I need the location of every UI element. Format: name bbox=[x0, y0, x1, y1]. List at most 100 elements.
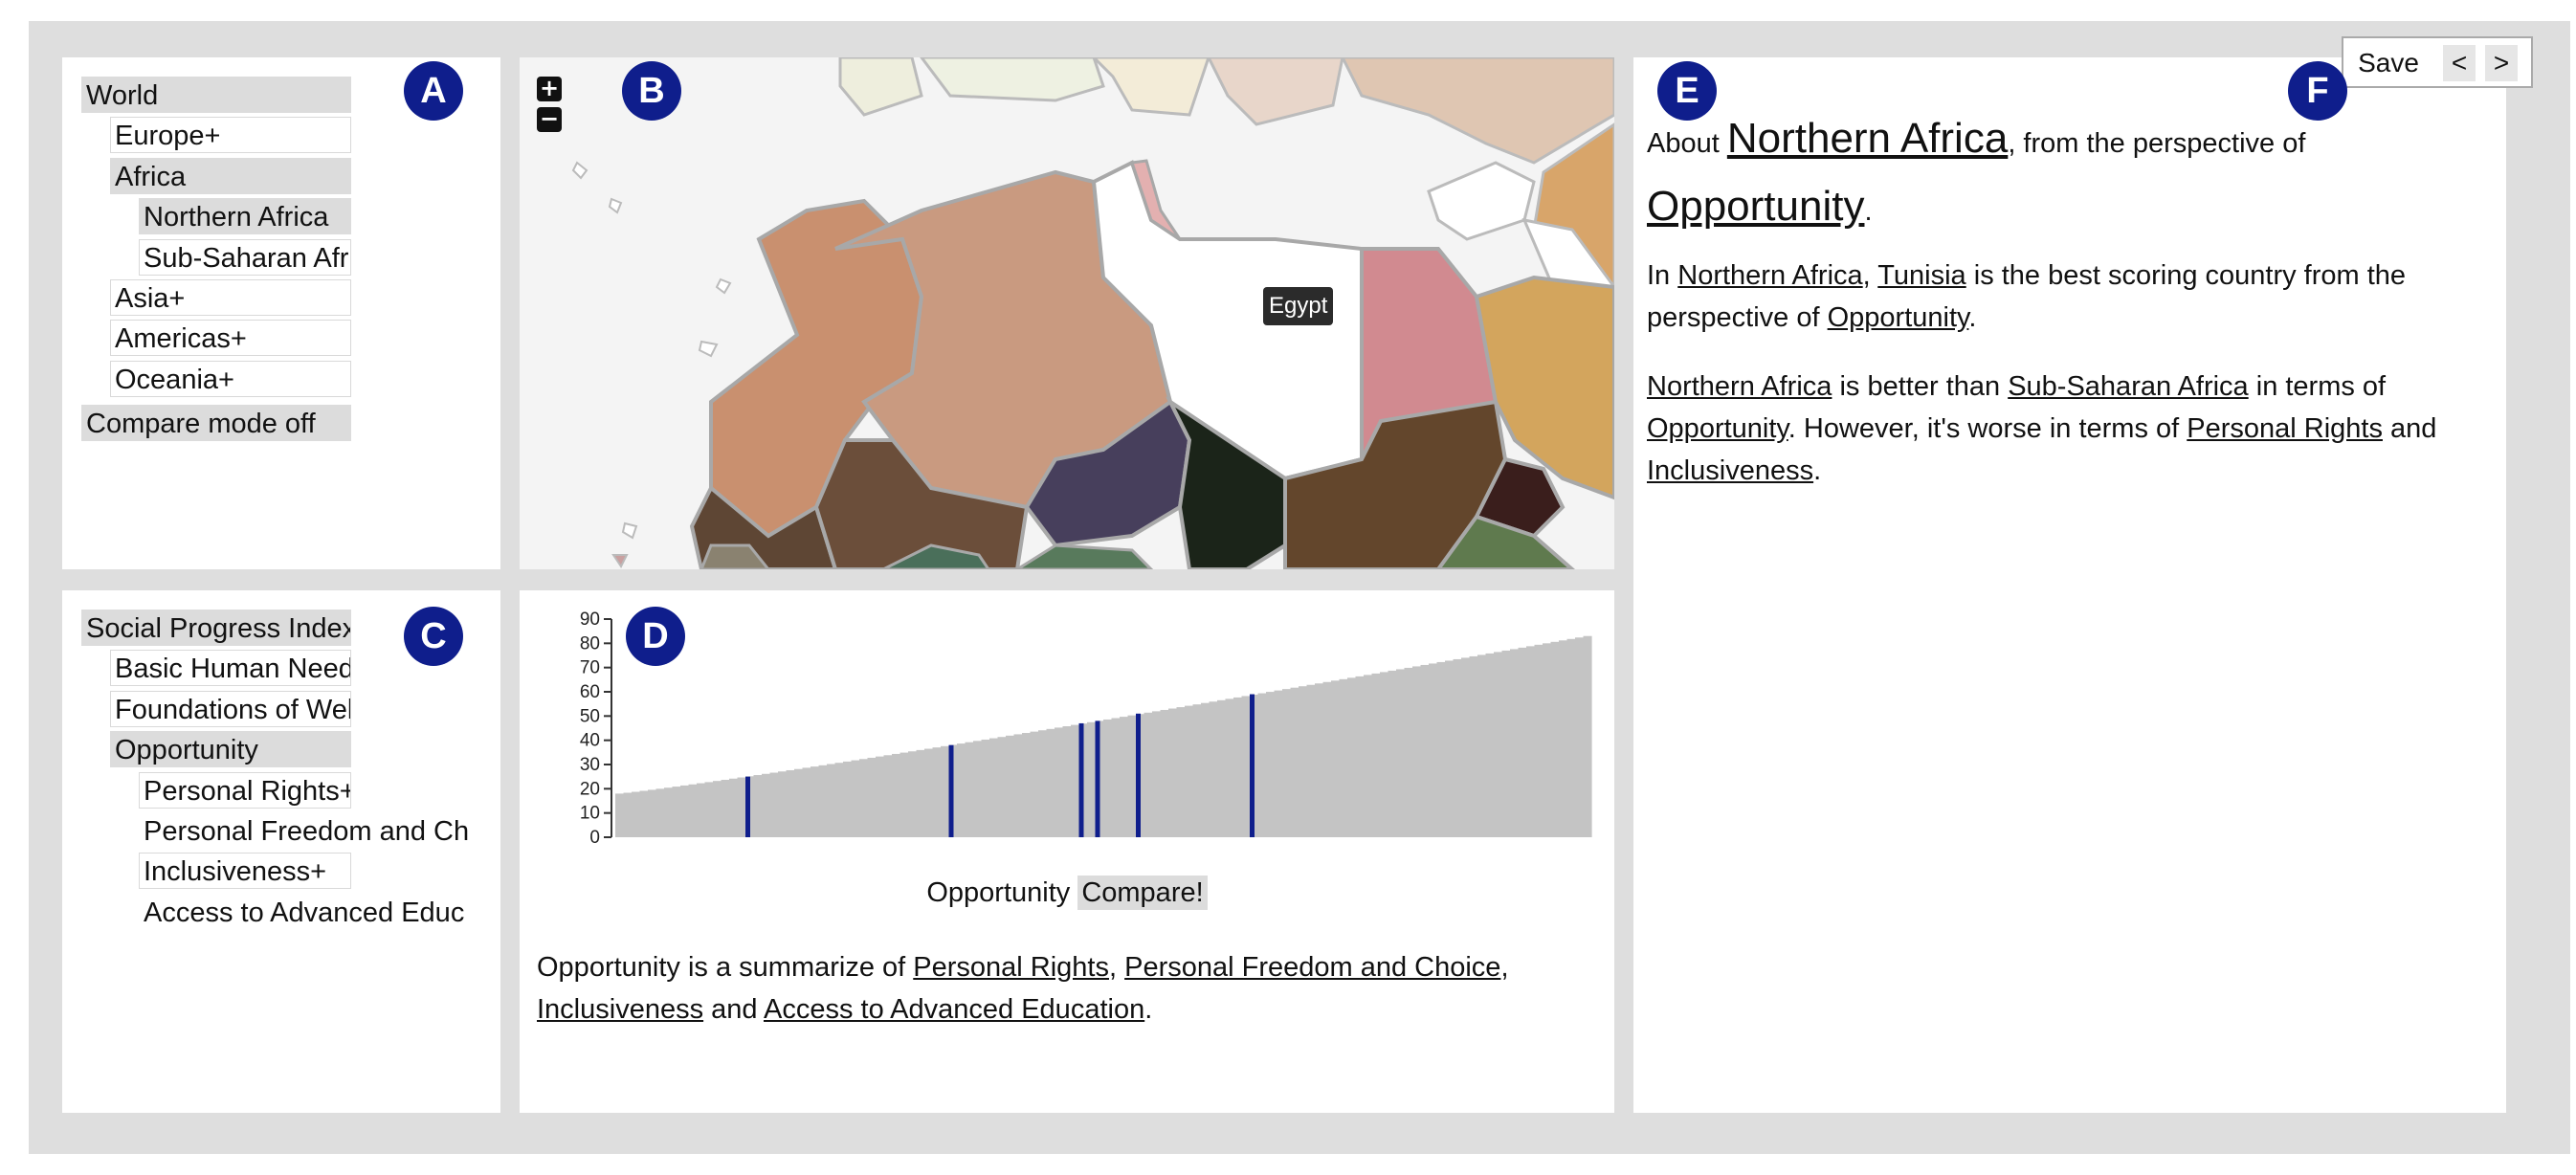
highlighted-bar[interactable] bbox=[948, 744, 954, 837]
bar[interactable] bbox=[623, 792, 633, 837]
bar[interactable] bbox=[1461, 657, 1471, 837]
map-country-mali[interactable] bbox=[813, 438, 1030, 569]
bar[interactable] bbox=[1331, 680, 1341, 837]
bar[interactable] bbox=[1127, 715, 1137, 837]
bar[interactable] bbox=[729, 778, 739, 837]
perspective-link[interactable]: Opportunity bbox=[1827, 302, 1969, 333]
bar[interactable] bbox=[1494, 652, 1503, 837]
map-country[interactable] bbox=[1014, 543, 1154, 569]
bar[interactable] bbox=[1201, 702, 1210, 837]
bar[interactable] bbox=[1550, 641, 1560, 837]
bar[interactable] bbox=[1299, 686, 1308, 837]
bar[interactable] bbox=[1445, 660, 1455, 837]
highlighted-bar[interactable] bbox=[1250, 694, 1255, 837]
bar[interactable] bbox=[827, 764, 836, 837]
bar[interactable] bbox=[892, 753, 901, 837]
bar[interactable] bbox=[859, 759, 869, 837]
bar[interactable] bbox=[1185, 705, 1194, 837]
bar[interactable] bbox=[655, 788, 665, 837]
bar[interactable] bbox=[941, 745, 950, 837]
map-country[interactable] bbox=[1341, 57, 1614, 165]
bar[interactable] bbox=[843, 761, 853, 837]
bar[interactable] bbox=[997, 737, 1007, 837]
bar[interactable] bbox=[965, 742, 974, 837]
country-link-tunisia[interactable]: Tunisia bbox=[1877, 260, 1966, 291]
map-country[interactable] bbox=[882, 543, 990, 569]
bar[interactable] bbox=[1233, 697, 1243, 837]
bar[interactable] bbox=[851, 760, 860, 837]
bar[interactable] bbox=[1225, 698, 1234, 837]
bar[interactable] bbox=[1013, 734, 1023, 837]
map-country[interactable] bbox=[1207, 57, 1344, 126]
bar[interactable] bbox=[1388, 670, 1397, 837]
bar[interactable] bbox=[1355, 676, 1365, 837]
bar[interactable] bbox=[639, 790, 649, 837]
bar[interactable] bbox=[680, 785, 690, 837]
zoom-out-button[interactable]: − bbox=[537, 107, 562, 132]
indicator-tree-item[interactable]: Inclusiveness+ bbox=[139, 853, 351, 890]
geography-tree-item[interactable]: Asia+ bbox=[110, 279, 351, 316]
bar[interactable] bbox=[989, 738, 999, 837]
bar[interactable] bbox=[1469, 655, 1478, 837]
indicator-tree-item[interactable]: Personal Rights+ bbox=[139, 771, 351, 809]
bar[interactable] bbox=[697, 783, 706, 837]
bar[interactable] bbox=[1485, 653, 1495, 837]
bar[interactable] bbox=[794, 768, 804, 837]
bar[interactable] bbox=[1501, 650, 1511, 837]
bar[interactable] bbox=[932, 747, 942, 837]
bar[interactable] bbox=[883, 755, 893, 837]
bar[interactable] bbox=[867, 757, 877, 837]
bar[interactable] bbox=[1209, 701, 1218, 837]
bar[interactable] bbox=[1429, 663, 1438, 837]
bar[interactable] bbox=[1290, 687, 1299, 837]
indicator-tree-item[interactable]: Social Progress Index bbox=[81, 610, 351, 646]
indicator-tree-item[interactable]: Personal Freedom and Ch bbox=[139, 812, 500, 849]
map-country[interactable] bbox=[1091, 57, 1210, 117]
bar[interactable] bbox=[1038, 730, 1048, 837]
bar[interactable] bbox=[632, 791, 641, 837]
geography-tree-item[interactable]: Northern Africa bbox=[139, 198, 351, 235]
bar[interactable] bbox=[688, 784, 698, 837]
distribution-bar-chart[interactable]: 90 80 70 60 50 40 30 20 10 0 bbox=[520, 590, 1614, 849]
region-link[interactable]: Northern Africa bbox=[1647, 371, 1832, 402]
bar[interactable] bbox=[704, 782, 714, 837]
bar[interactable] bbox=[876, 756, 885, 837]
indicator-tree-item[interactable]: Opportunity bbox=[110, 731, 351, 768]
bar[interactable] bbox=[1160, 709, 1169, 837]
bar[interactable] bbox=[957, 743, 966, 837]
bar[interactable] bbox=[834, 763, 844, 837]
worse-link-inclusiveness[interactable]: Inclusiveness bbox=[1647, 455, 1814, 486]
bar[interactable] bbox=[1526, 646, 1536, 837]
bar[interactable] bbox=[1477, 654, 1487, 837]
bar[interactable] bbox=[737, 777, 746, 837]
bar[interactable] bbox=[1518, 647, 1527, 837]
link-inclusiveness[interactable]: Inclusiveness bbox=[537, 994, 704, 1025]
bar[interactable] bbox=[786, 769, 795, 837]
bar[interactable] bbox=[1266, 692, 1276, 837]
bar[interactable] bbox=[1241, 696, 1251, 837]
bar[interactable] bbox=[1176, 707, 1186, 837]
compare-mode-toggle[interactable]: Compare mode off bbox=[81, 405, 351, 441]
bar[interactable] bbox=[1380, 672, 1389, 837]
link-personal-rights[interactable]: Personal Rights bbox=[913, 952, 1109, 983]
highlighted-bar[interactable] bbox=[1078, 722, 1084, 837]
bar[interactable] bbox=[1152, 711, 1162, 837]
bar[interactable] bbox=[1371, 673, 1381, 837]
bar[interactable] bbox=[1339, 678, 1348, 837]
indicator-tree-item[interactable]: Basic Human Needs+ bbox=[110, 650, 351, 687]
bar[interactable] bbox=[818, 765, 828, 837]
heading-region-link[interactable]: Northern Africa bbox=[1726, 115, 2009, 162]
bar[interactable] bbox=[1583, 635, 1592, 837]
bar[interactable] bbox=[1282, 689, 1292, 837]
other-region-link[interactable]: Sub-Saharan Africa bbox=[2008, 371, 2249, 402]
bar[interactable] bbox=[811, 766, 820, 837]
bar[interactable] bbox=[916, 749, 925, 837]
worse-link-personal-rights[interactable]: Personal Rights bbox=[2187, 413, 2383, 444]
bar[interactable] bbox=[721, 779, 730, 837]
map-country[interactable] bbox=[838, 57, 923, 117]
geography-tree-item[interactable]: Europe+ bbox=[110, 117, 351, 154]
bar[interactable] bbox=[1055, 727, 1064, 837]
compare-button[interactable]: Compare! bbox=[1077, 876, 1208, 910]
bar[interactable] bbox=[778, 771, 788, 837]
indicator-tree-item[interactable]: Access to Advanced Educ bbox=[139, 893, 500, 930]
